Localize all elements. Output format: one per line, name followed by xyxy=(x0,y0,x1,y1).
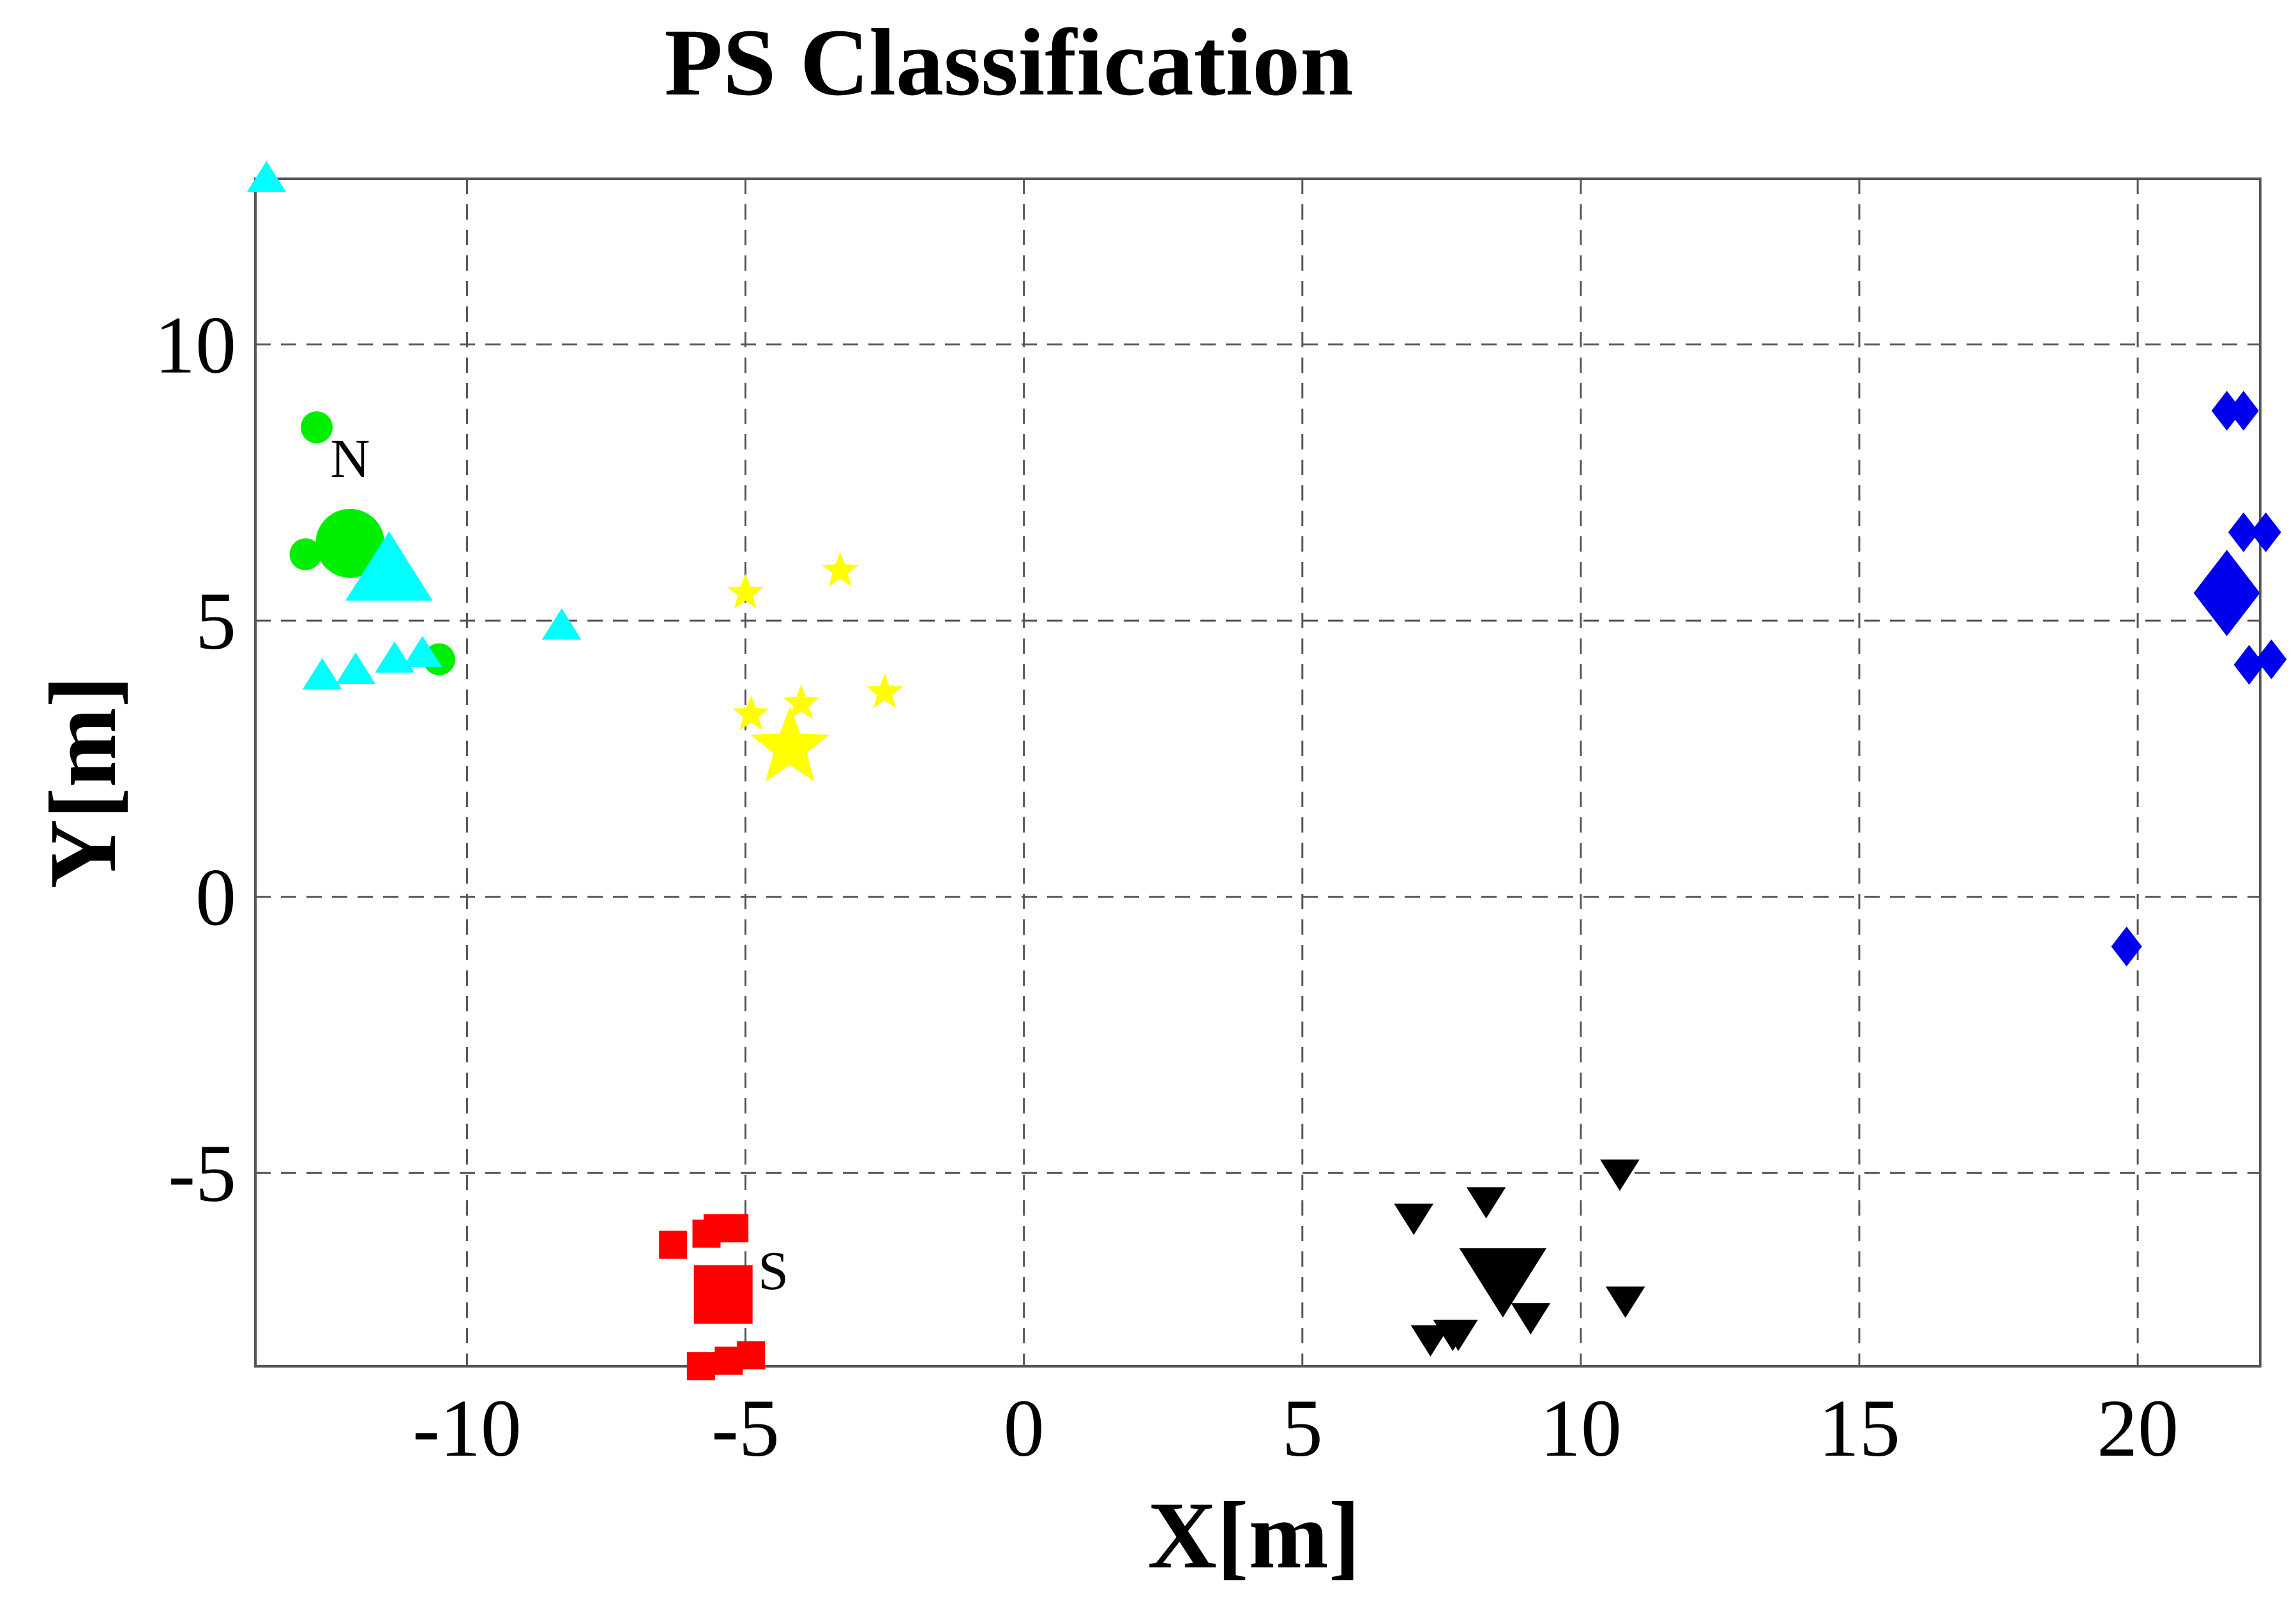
x-tick-label: 10 xyxy=(1540,1383,1622,1474)
cyan-triangles-point xyxy=(246,161,287,192)
cyan-triangles-point xyxy=(375,641,414,673)
y-tick-label: 10 xyxy=(155,300,236,391)
x-tick-label: 5 xyxy=(1282,1383,1323,1474)
black-triangles-point xyxy=(1466,1187,1506,1219)
green-circles-point xyxy=(289,538,322,571)
blue-diamonds-point xyxy=(2256,639,2287,679)
annotation-layer: NS xyxy=(330,428,789,1301)
blue-diamonds-point xyxy=(2228,512,2259,552)
blue-diamonds-point xyxy=(2111,926,2142,967)
black-triangles-point xyxy=(1605,1286,1645,1318)
y-axis-label: Y[m] xyxy=(30,675,136,888)
series-blue-diamonds xyxy=(2111,391,2287,967)
x-tick-label: 20 xyxy=(2097,1383,2179,1474)
yellow-stars-point xyxy=(866,673,903,708)
black-triangles-center-point xyxy=(1459,1248,1546,1318)
series-red-squares xyxy=(659,1214,766,1380)
green-circles-point xyxy=(300,411,333,444)
blue-diamonds-point xyxy=(2250,512,2281,552)
blue-diamonds-point xyxy=(2228,391,2259,431)
x-tick-label: 0 xyxy=(1004,1383,1045,1474)
y-tick-label: -5 xyxy=(168,1128,236,1219)
black-triangles-point xyxy=(1410,1325,1451,1357)
cyan-triangles-center-point xyxy=(345,531,433,601)
x-tick-label: -5 xyxy=(711,1383,780,1474)
cyan-triangles-point xyxy=(302,658,342,690)
ticks-layer: -10 -5 0 5 10 15 20 10 5 0 -5 xyxy=(155,300,2179,1474)
green-circles-center-point xyxy=(315,508,385,578)
blue-diamonds-center-point xyxy=(2193,550,2260,637)
cyan-triangles-point xyxy=(541,608,582,640)
black-triangles-point xyxy=(1394,1203,1434,1235)
x-axis-label: X[m] xyxy=(1147,1482,1360,1588)
blue-diamonds-point xyxy=(2211,391,2242,431)
series-black-triangles xyxy=(1394,1159,1645,1357)
series-yellow-stars xyxy=(727,552,903,781)
yellow-stars-center-point xyxy=(750,706,830,781)
annotation-label: N xyxy=(330,428,370,489)
blue-diamonds-point xyxy=(2233,645,2265,685)
chart-title: PS Classification xyxy=(664,10,1353,116)
cyan-triangles-point xyxy=(402,636,442,667)
red-squares-center-point xyxy=(693,1265,753,1324)
y-tick-label: 5 xyxy=(195,576,236,667)
cyan-triangles-point xyxy=(336,652,375,684)
red-squares-point xyxy=(737,1341,766,1369)
black-triangles-point xyxy=(1600,1159,1640,1191)
red-squares-point xyxy=(720,1214,749,1242)
x-tick-label: 15 xyxy=(1818,1383,1900,1474)
yellow-stars-point xyxy=(727,573,764,609)
y-tick-label: 0 xyxy=(195,852,236,943)
x-tick-label: -10 xyxy=(412,1383,522,1474)
yellow-stars-point xyxy=(732,695,769,730)
annotation-label: S xyxy=(758,1240,789,1301)
yellow-stars-point xyxy=(822,552,859,587)
grid-layer xyxy=(254,177,2262,1368)
red-squares-point xyxy=(659,1230,688,1259)
plot-frame xyxy=(254,177,2262,1368)
yellow-stars-point xyxy=(783,684,820,720)
series-green-circles xyxy=(289,411,455,675)
black-triangles-point xyxy=(1439,1320,1478,1352)
black-triangles-point xyxy=(1511,1303,1551,1335)
marks-layer xyxy=(246,161,2287,1380)
red-squares-point xyxy=(686,1352,715,1380)
series-cyan-triangles xyxy=(246,161,582,690)
